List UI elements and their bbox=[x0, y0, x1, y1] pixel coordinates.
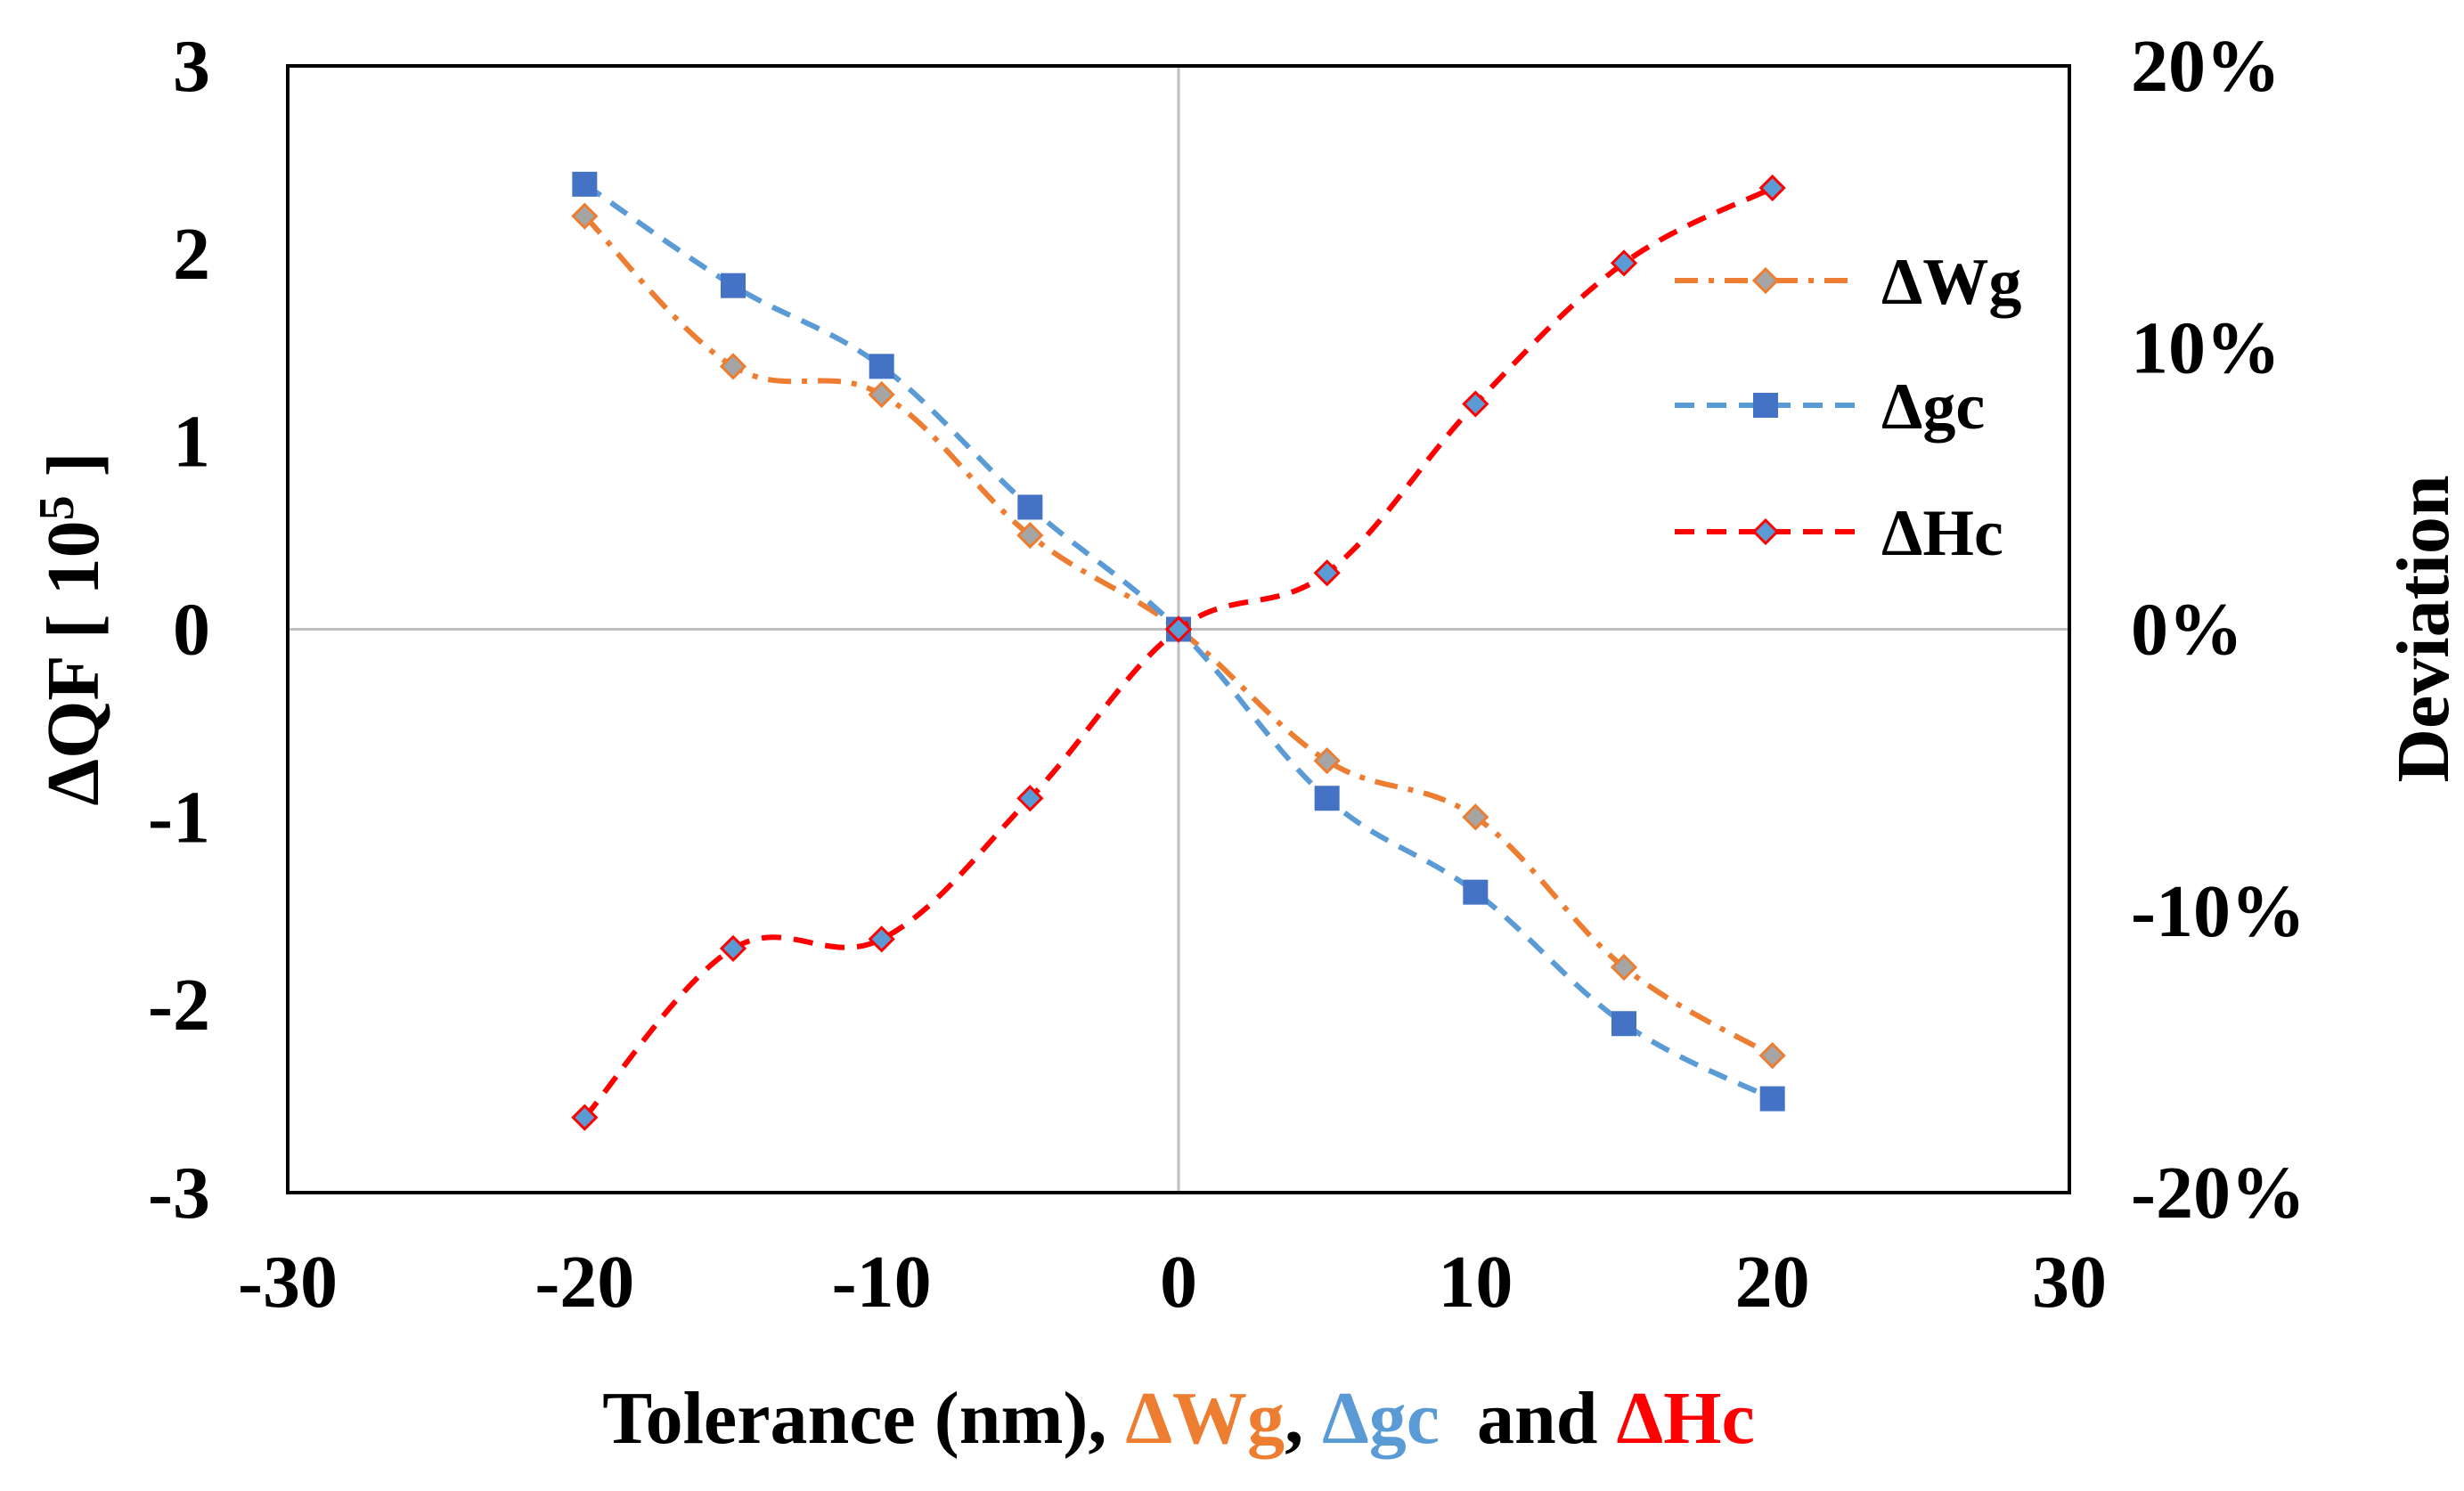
data-point bbox=[1463, 879, 1489, 905]
x-axis-title-part: and bbox=[1440, 1377, 1616, 1460]
data-point bbox=[869, 354, 894, 379]
x-axis-title-part: ΔHc bbox=[1616, 1377, 1754, 1460]
data-point bbox=[1313, 746, 1341, 775]
data-point bbox=[1016, 521, 1044, 550]
legend-entry: Δgc bbox=[1675, 371, 1985, 444]
legend-label: Δgc bbox=[1881, 371, 1985, 444]
legend-entry: ΔHc bbox=[1675, 497, 2003, 570]
data-point bbox=[719, 934, 747, 963]
y-tick-label: 0 bbox=[173, 589, 210, 672]
x-axis-title-part: Tolerance (nm), bbox=[602, 1377, 1125, 1460]
y-tick-label: 1 bbox=[173, 401, 210, 484]
y2-tick-label: -10% bbox=[2131, 870, 2305, 953]
x-tick-label: -30 bbox=[238, 1241, 338, 1324]
series-layer bbox=[571, 171, 1786, 1131]
data-point bbox=[868, 380, 895, 409]
data-point bbox=[1611, 1011, 1636, 1037]
y-tick-label: 3 bbox=[173, 25, 210, 108]
x-axis-title-part: Δgc bbox=[1322, 1377, 1440, 1460]
x-axis-title: Tolerance (nm), ΔWg, Δgc and ΔHc bbox=[602, 1377, 1755, 1460]
data-point bbox=[1314, 786, 1340, 811]
legend-label: ΔHc bbox=[1881, 497, 2003, 570]
y-axis-title: ΔQF [ 105 ] bbox=[29, 452, 115, 805]
y2-tick-label: 20% bbox=[2131, 25, 2280, 108]
x-tick-label: -20 bbox=[534, 1241, 634, 1324]
data-point bbox=[1610, 249, 1638, 277]
data-point bbox=[1313, 559, 1341, 587]
data-point bbox=[1016, 785, 1044, 812]
legend-label: ΔWg bbox=[1881, 246, 2021, 319]
legend-marker bbox=[1751, 266, 1780, 295]
y-axis-title-prefix: ΔQF [ 10 bbox=[32, 520, 115, 805]
data-point bbox=[571, 202, 599, 230]
plot-area-border bbox=[286, 64, 2071, 1194]
x-tick-label: 0 bbox=[1160, 1241, 1197, 1324]
y2-tick-label: -20% bbox=[2131, 1152, 2305, 1234]
series-ΔHc bbox=[571, 174, 1786, 1131]
x-axis-title-part: ΔWg bbox=[1125, 1377, 1285, 1460]
data-point bbox=[1462, 390, 1489, 418]
y-tick-label: -1 bbox=[148, 776, 210, 859]
x-tick-label: 30 bbox=[2032, 1241, 2107, 1324]
data-point bbox=[1759, 1086, 1785, 1112]
data-point bbox=[1610, 953, 1638, 982]
data-point bbox=[719, 353, 747, 380]
y-axis-title-suffix: ] bbox=[32, 452, 115, 495]
legend-marker bbox=[1751, 517, 1780, 546]
x-axis-title-part: , bbox=[1285, 1377, 1322, 1460]
secondary-y-axis-tick-labels: 20% 10% 0% -10% -20% bbox=[2131, 25, 2305, 1234]
data-point bbox=[1758, 1041, 1786, 1070]
y-tick-label: 2 bbox=[173, 213, 210, 296]
y-tick-label: -2 bbox=[148, 964, 210, 1047]
data-point bbox=[1164, 615, 1193, 643]
y-axis-title-superscript: 5 bbox=[29, 495, 85, 520]
y-tick-label: -3 bbox=[148, 1152, 210, 1234]
x-axis-tick-labels: -30 -20 -10 0 10 20 30 bbox=[238, 1241, 2107, 1324]
data-point bbox=[572, 171, 598, 197]
y2-tick-label: 10% bbox=[2131, 306, 2280, 389]
x-tick-label: -10 bbox=[832, 1241, 932, 1324]
data-point bbox=[1017, 494, 1043, 520]
y-axis-tick-labels: 3 2 1 0 -1 -2 -3 bbox=[148, 25, 210, 1234]
data-point bbox=[868, 925, 895, 953]
secondary-y-axis-title: Deviation bbox=[2382, 475, 2464, 782]
data-point bbox=[571, 1104, 599, 1131]
legend-marker bbox=[1753, 393, 1778, 418]
legend: ΔWg Δgc ΔHc bbox=[1675, 246, 2021, 570]
y2-tick-label: 0% bbox=[2131, 589, 2243, 672]
x-tick-label: 10 bbox=[1438, 1241, 1513, 1324]
legend-entry: ΔWg bbox=[1675, 246, 2021, 319]
x-tick-label: 20 bbox=[1735, 1241, 1810, 1324]
series-line bbox=[583, 214, 1775, 1058]
data-point bbox=[721, 273, 746, 298]
data-point bbox=[1758, 174, 1786, 202]
data-point bbox=[1462, 803, 1489, 831]
